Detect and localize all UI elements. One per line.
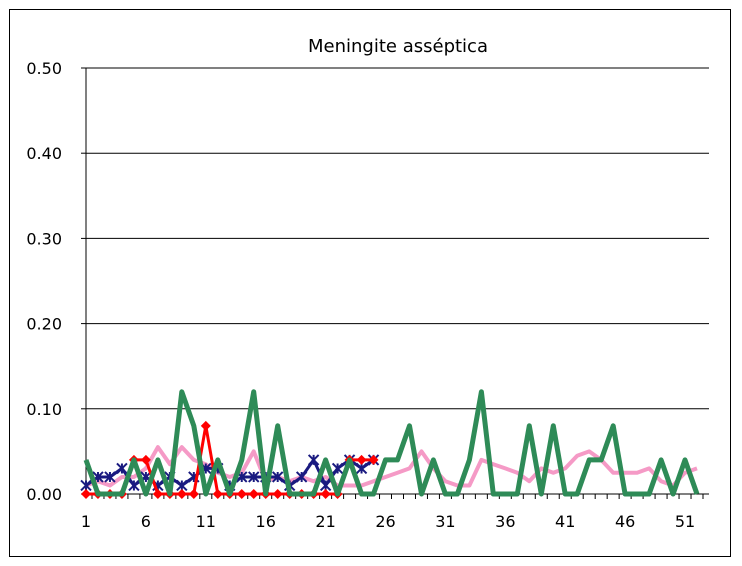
data-point xyxy=(236,489,247,499)
chart-title: Meningite asséptica xyxy=(308,36,488,57)
data-point xyxy=(248,489,259,499)
data-point xyxy=(307,454,320,466)
data-point xyxy=(355,462,368,475)
data-point xyxy=(295,471,308,483)
data-point xyxy=(320,489,331,499)
data-point xyxy=(104,471,116,483)
x-tick-label: 41 xyxy=(555,512,575,531)
x-tick-label: 6 xyxy=(141,512,151,531)
data-point xyxy=(81,489,91,499)
data-point xyxy=(319,479,332,492)
x-tick-label: 51 xyxy=(675,512,695,531)
x-tick-label: 1 xyxy=(81,512,91,531)
data-point xyxy=(368,454,379,465)
x-tick-label: 31 xyxy=(435,512,455,531)
y-tick-label: 0.50 xyxy=(26,59,62,78)
data-point xyxy=(212,489,223,499)
x-tick-label: 16 xyxy=(256,512,276,531)
series-3 xyxy=(83,389,700,497)
data-point xyxy=(271,471,284,483)
data-point xyxy=(176,479,188,492)
y-tick-label: 0.40 xyxy=(26,144,62,163)
series-group xyxy=(80,389,700,499)
data-point xyxy=(188,489,199,499)
y-axis: 0.00 0.10 0.20 0.30 0.40 0.50 xyxy=(26,59,87,504)
data-point xyxy=(248,471,260,483)
data-point xyxy=(116,462,128,475)
y-tick-label: 0.10 xyxy=(26,400,62,419)
data-point xyxy=(140,454,151,465)
y-tick-label: 0.30 xyxy=(26,229,62,248)
x-tick-label: 21 xyxy=(315,512,335,531)
data-point xyxy=(356,454,367,465)
x-tick-label: 11 xyxy=(196,512,216,531)
data-point xyxy=(80,479,92,492)
x-tick-label: 36 xyxy=(495,512,515,531)
x-tick-label: 26 xyxy=(375,512,395,531)
x-tick-label: 46 xyxy=(615,512,635,531)
data-point xyxy=(272,489,283,499)
y-tick-label: 0.20 xyxy=(26,315,62,334)
data-point xyxy=(152,489,163,499)
data-point xyxy=(331,462,344,475)
series-line xyxy=(83,389,700,497)
x-axis: 1 6 11 16 21 26 31 36 41 46 51 xyxy=(81,494,704,531)
data-point xyxy=(128,479,140,492)
y-tick-label: 0.00 xyxy=(26,485,62,504)
data-point xyxy=(200,420,211,431)
series-line xyxy=(85,445,698,488)
data-point xyxy=(176,489,187,499)
series-0 xyxy=(85,445,698,488)
